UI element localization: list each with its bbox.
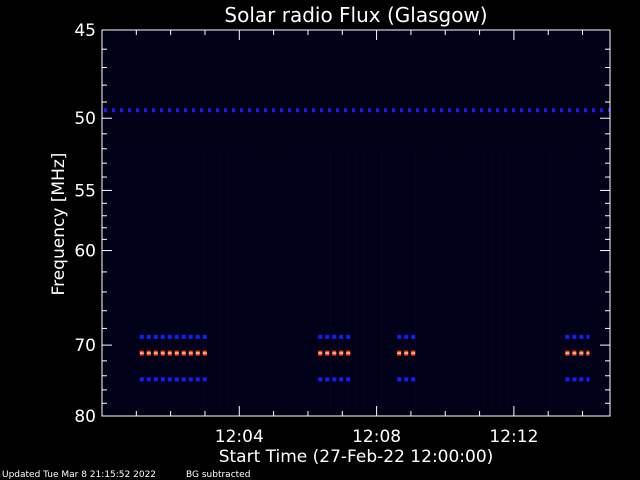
y-tick-label: 80	[74, 407, 96, 427]
footer-updated: Updated Tue Mar 8 21:15:52 2022	[2, 470, 157, 480]
y-tick-label: 55	[74, 181, 96, 201]
spectrogram-marks	[101, 108, 610, 410]
y-tick-label: 70	[74, 336, 96, 356]
footer-note: BG subtracted	[186, 470, 251, 480]
x-tick-label: 12:12	[489, 427, 538, 447]
chart-title: Solar radio Flux (Glasgow)	[224, 3, 487, 27]
y-tick-label: 45	[74, 21, 96, 41]
x-tick-label: 12:08	[352, 427, 401, 447]
x-axis: 12:04 12:08 12:12	[135, 30, 584, 447]
y-axis-label: Frequency [MHz]	[49, 153, 69, 296]
x-axis-label: Start Time (27-Feb-22 12:00:00)	[219, 447, 494, 467]
plot-background	[102, 30, 610, 416]
x-tick-label: 12:04	[215, 427, 264, 447]
y-axis: 45 50 55 60 70 80	[74, 21, 610, 427]
y-tick-label: 60	[74, 242, 96, 262]
plot-frame	[101, 29, 611, 417]
y-tick-label: 50	[74, 109, 96, 129]
